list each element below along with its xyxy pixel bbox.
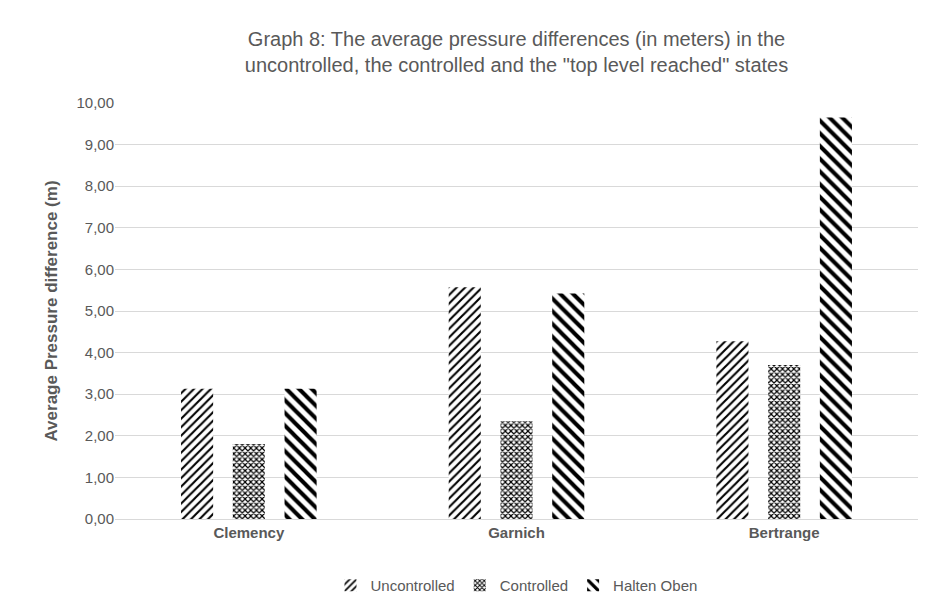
svg-text:Garnich: Garnich [488, 524, 545, 541]
svg-text:Clemency: Clemency [213, 524, 285, 541]
svg-text:10,00: 10,00 [76, 94, 114, 111]
svg-text:0,00: 0,00 [85, 510, 114, 527]
svg-text:Controlled: Controlled [500, 577, 568, 594]
svg-text:1,00: 1,00 [85, 469, 114, 486]
svg-text:Average Pressure difference (m: Average Pressure difference (m) [42, 180, 61, 441]
svg-text:5,00: 5,00 [85, 302, 114, 319]
svg-text:Uncontrolled: Uncontrolled [371, 577, 455, 594]
svg-text:Graph 8: The average pressure: Graph 8: The average pressure difference… [245, 28, 788, 76]
svg-text:Bertrange: Bertrange [749, 524, 820, 541]
svg-text:2,00: 2,00 [85, 427, 114, 444]
svg-text:4,00: 4,00 [85, 344, 114, 361]
svg-text:7,00: 7,00 [85, 219, 114, 236]
svg-text:6,00: 6,00 [85, 261, 114, 278]
svg-text:3,00: 3,00 [85, 385, 114, 402]
svg-text:9,00: 9,00 [85, 136, 114, 153]
svg-text:8,00: 8,00 [85, 177, 114, 194]
svg-text:Halten Oben: Halten Oben [613, 577, 697, 594]
